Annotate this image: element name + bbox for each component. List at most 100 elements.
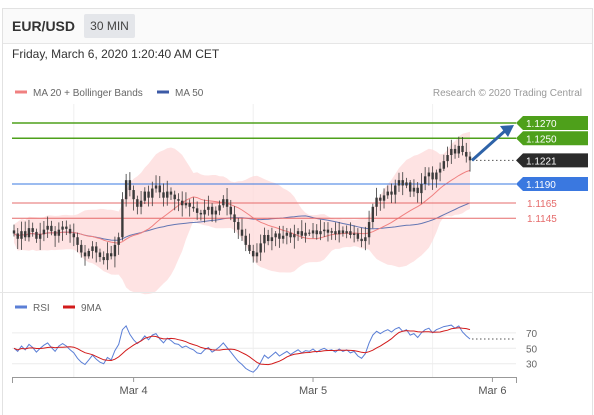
credit-text: Research © 2020 Trading Central: [433, 88, 582, 99]
symbol-label: EUR/USD: [12, 18, 76, 34]
candle-body: [423, 176, 427, 184]
candle-body: [46, 225, 49, 230]
candle-body: [31, 228, 34, 232]
candle-body: [162, 192, 165, 198]
candle-body: [420, 183, 423, 194]
candle-body: [117, 237, 120, 245]
candle-body: [139, 200, 143, 207]
candle-body: [68, 228, 72, 234]
candle-body: [401, 180, 404, 186]
chart-header: EUR/USD 30 MIN: [3, 9, 592, 44]
candle-body: [20, 231, 23, 239]
candle-body: [244, 235, 247, 245]
candle-body: [128, 180, 132, 191]
candle-body: [61, 226, 64, 230]
candle-body: [266, 234, 270, 242]
level-tag-text-1.1250: 1.1250: [526, 134, 557, 145]
timeframe-button[interactable]: 30 MIN: [84, 14, 135, 38]
candle-body: [27, 228, 31, 238]
candle-body: [12, 230, 16, 234]
candle-body: [195, 208, 199, 213]
candle-body: [65, 226, 68, 229]
candle-body: [330, 231, 333, 233]
forecast-arrow-shaft: [471, 128, 507, 162]
candle-body: [394, 185, 397, 195]
candle-body: [468, 156, 472, 161]
candle-body: [248, 244, 251, 251]
candle-body: [121, 199, 124, 238]
candle-body: [188, 202, 191, 207]
level-tags-layer: 1.1270 1.1250 1.1190 1.1165 1.1145 1.1221: [471, 116, 588, 225]
candle-body: [124, 180, 128, 200]
candle-body: [252, 250, 255, 257]
candle-body: [207, 206, 210, 210]
candle-body: [113, 244, 117, 257]
candle-body: [300, 231, 304, 236]
candle-body: [237, 222, 240, 230]
candle-body: [177, 199, 180, 201]
candle-body: [109, 253, 113, 257]
candle-body: [311, 230, 315, 234]
candle-body: [315, 230, 318, 235]
candle-body: [450, 148, 453, 156]
candle-body: [293, 234, 296, 238]
time-tick-label-1: Mar 5: [299, 385, 327, 397]
rsi-panel: RSI 9MA 70 50 30: [12, 303, 538, 373]
candle-body: [446, 155, 449, 162]
candle-body: [72, 233, 76, 238]
bollinger-band-area: [14, 131, 470, 295]
candle-body: [405, 182, 408, 186]
candle-body: [53, 231, 57, 236]
candle-body: [379, 197, 382, 201]
candle-body: [95, 246, 98, 253]
candle-body: [166, 191, 169, 198]
ma50-legend-label: MA 50: [175, 88, 204, 99]
candle-body: [263, 234, 266, 244]
rsi-ma-line: [13, 327, 471, 366]
candle-body: [169, 191, 173, 195]
candle-body: [278, 233, 281, 239]
candle-body: [308, 232, 311, 234]
candle-body: [50, 225, 53, 232]
candle-body: [453, 148, 457, 154]
level-text-1.1145: 1.1145: [527, 214, 557, 225]
candle-body: [397, 180, 401, 186]
candle-body: [349, 231, 352, 235]
current-price-tag: [516, 153, 588, 168]
candle-body: [80, 244, 83, 253]
time-axis: Mar 4 Mar 5 Mar 6: [12, 377, 517, 397]
candle-body: [83, 252, 87, 257]
level-tag-1.1250: [516, 131, 588, 146]
candle-body: [76, 237, 79, 245]
candle-body: [345, 231, 348, 234]
candle-body: [319, 231, 322, 235]
candle-body: [416, 187, 419, 194]
candle-body: [132, 190, 135, 200]
candle-body: [281, 235, 285, 239]
candle-body: [16, 233, 19, 239]
candle-body: [341, 230, 345, 234]
time-tick-label-0: Mar 4: [120, 385, 148, 397]
candle-body: [222, 199, 225, 206]
level-lines-layer: [12, 122, 516, 219]
chart-datetime: Friday, March 6, 2020 1:20:40 AM CET: [12, 47, 220, 61]
ma20-legend-swatch: [15, 90, 27, 94]
ma50-legend-swatch: [157, 90, 169, 94]
candle-body: [184, 202, 188, 206]
rsi-legend-label: RSI: [33, 303, 50, 314]
candle-body: [304, 232, 307, 236]
candle-body: [390, 191, 393, 195]
candle-body: [427, 172, 431, 177]
rsi-line: [13, 324, 471, 373]
level-tag-1.1270: [516, 116, 588, 131]
candle-body: [98, 252, 102, 258]
candle-body: [158, 185, 161, 193]
rsi-ma-legend-swatch: [63, 305, 75, 309]
rsi-ma-legend-label: 9MA: [81, 303, 102, 314]
candle-body: [240, 229, 244, 236]
candle-body: [233, 214, 236, 223]
candle-body: [442, 161, 446, 169]
bollinger-band-layer: [14, 131, 470, 295]
ma20-line: [13, 169, 471, 244]
